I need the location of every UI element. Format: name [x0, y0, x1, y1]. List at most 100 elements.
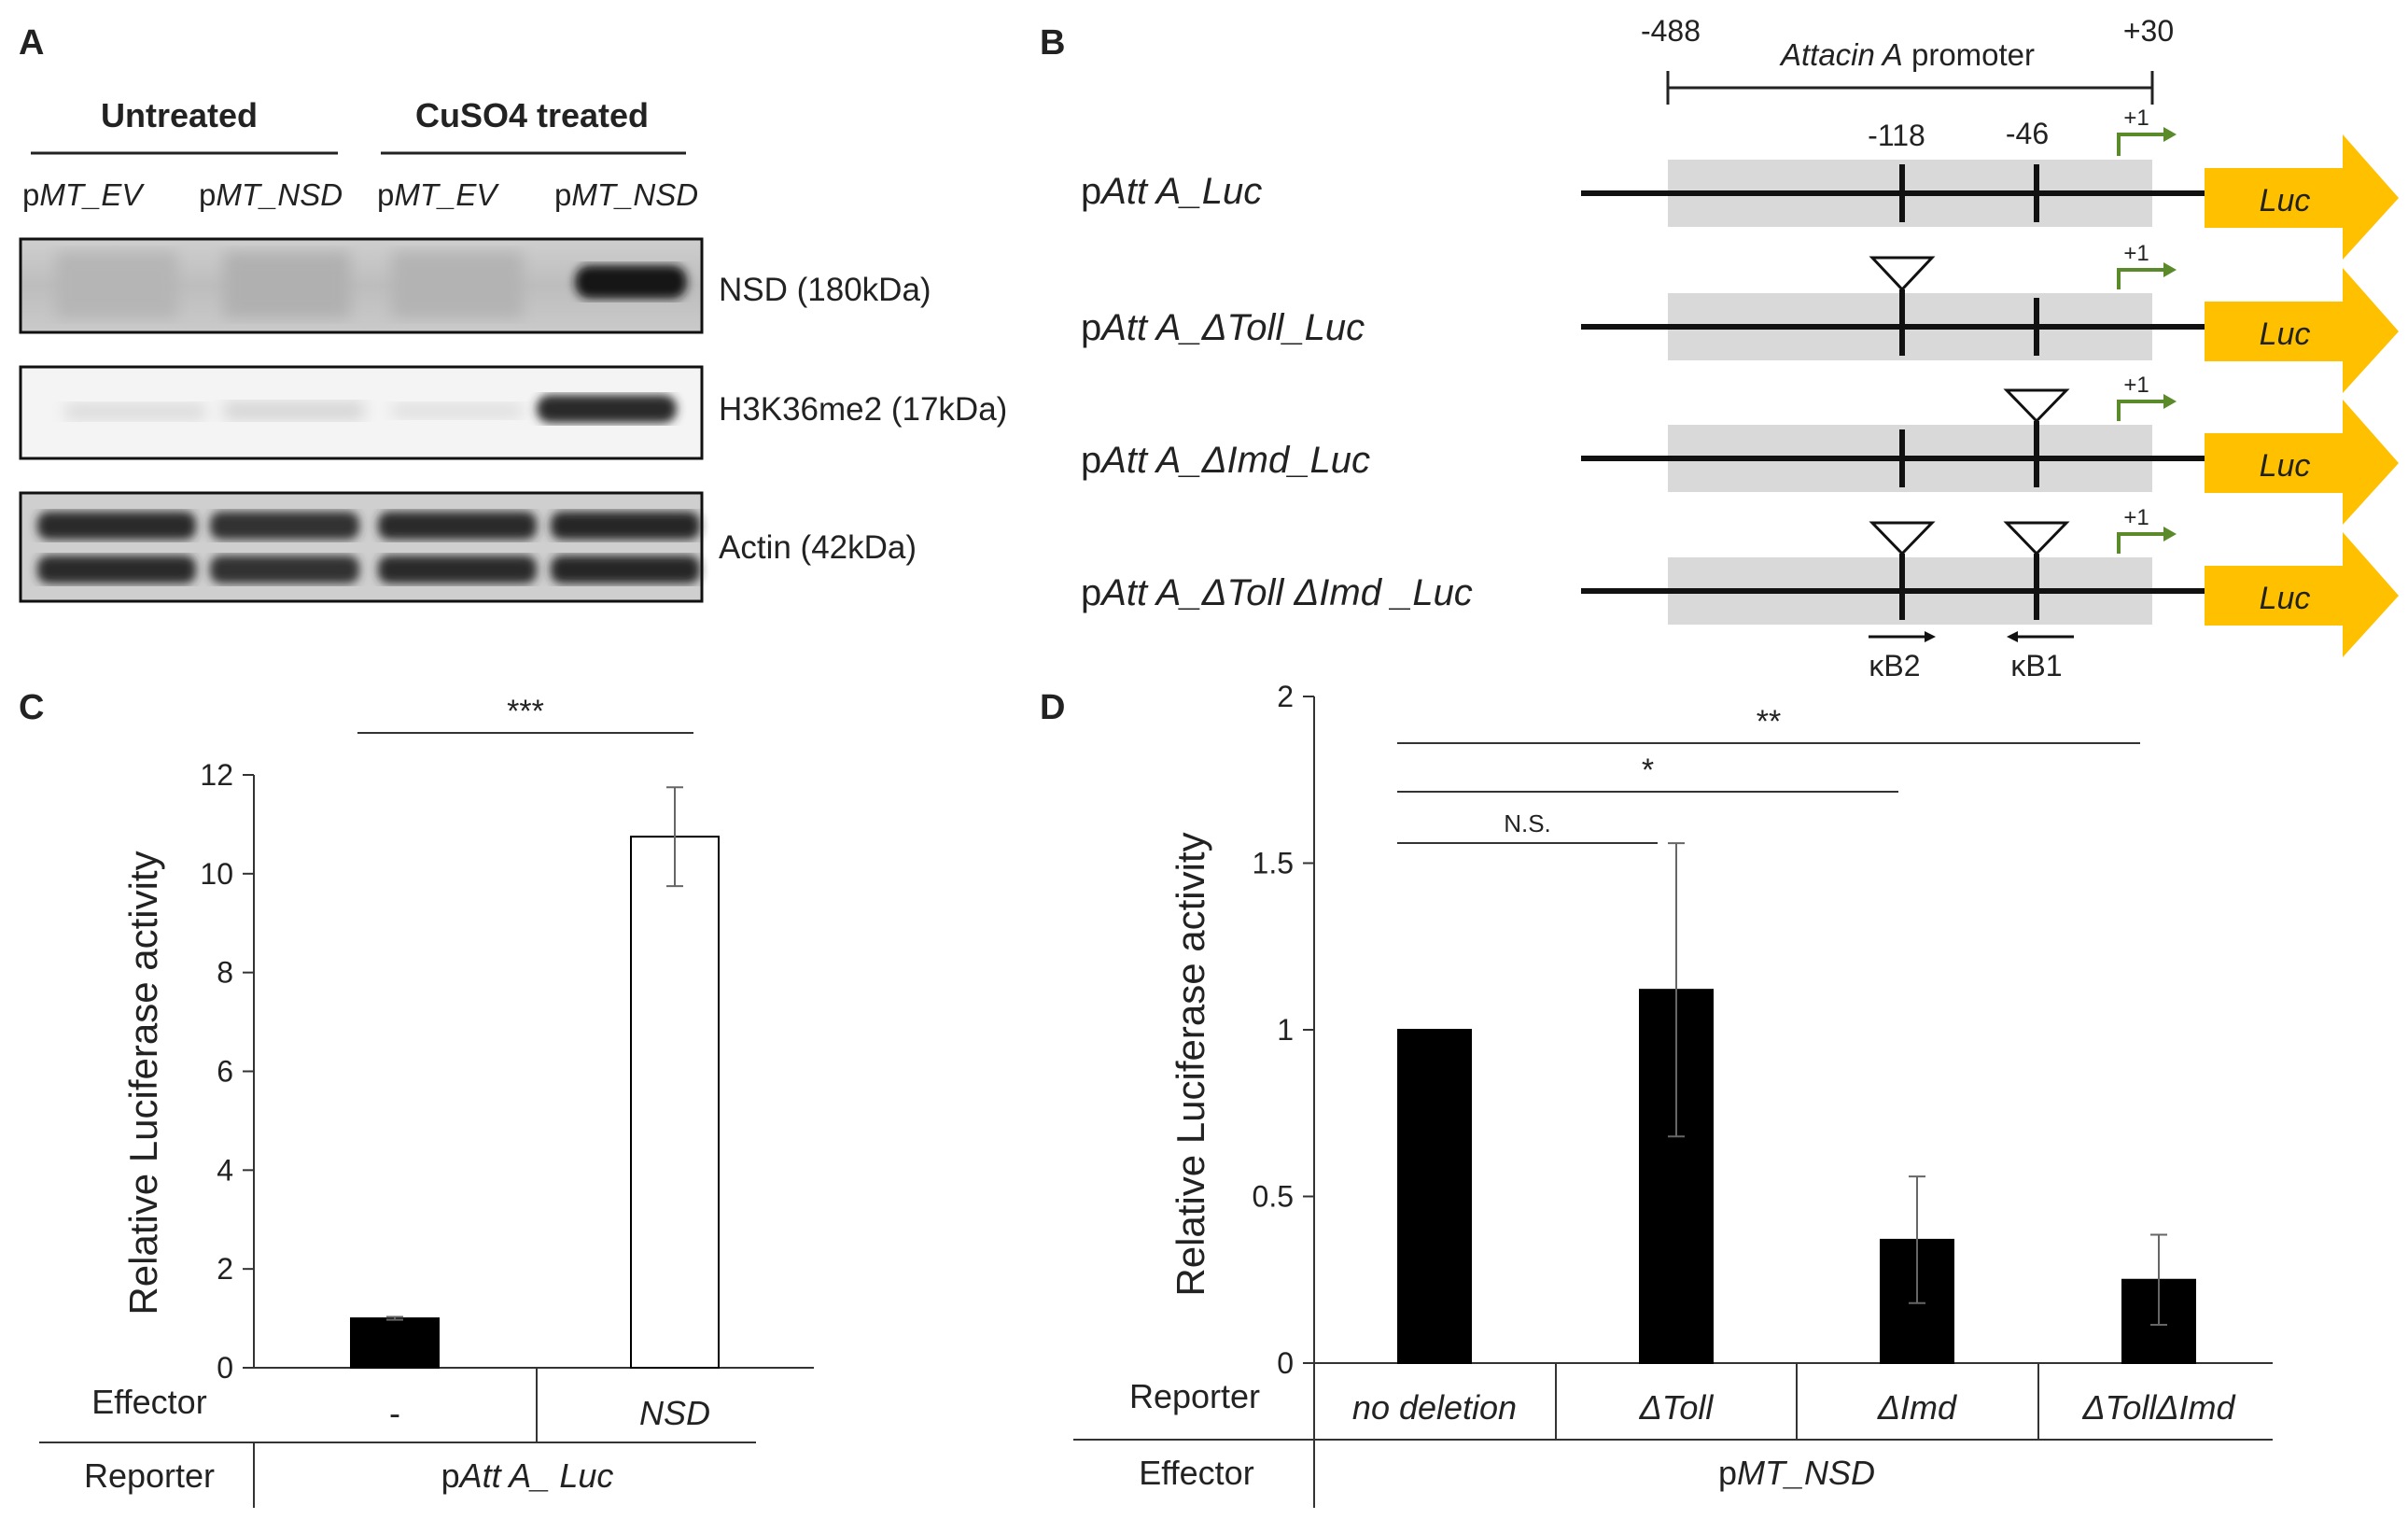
lane-label-2: pMT_NSD: [199, 177, 343, 212]
promoter-title: Attacin A promoter: [1779, 37, 2035, 72]
blot-h3k36me2: [19, 365, 704, 460]
blot-label-nsd: NSD (180kDa): [719, 272, 931, 308]
c-sig-label-0: ***: [507, 694, 544, 729]
luc-label-4: Luc: [2260, 581, 2311, 616]
d-category-label-3: ΔTollΔImd: [2081, 1388, 2235, 1427]
c-bar-0: [350, 1317, 440, 1370]
kb1-label: κB1: [2010, 649, 2062, 682]
d-sig-label-1: *: [1642, 752, 1654, 788]
panel-c-label: C: [19, 688, 44, 727]
panel-d-label: D: [1040, 688, 1065, 727]
d-bar-0: [1397, 1029, 1472, 1364]
blot-actin: [19, 491, 704, 603]
construct-rows: pAtt A_Luc pAtt A_ΔToll_Luc pAtt A_ΔImd_…: [1081, 105, 2399, 657]
c-ytick-label-4: 8: [217, 956, 233, 990]
panel-c: C Relative Luciferase activity 0 2 4 6 8 10 12…: [19, 688, 814, 1508]
construct-diagram-1: Luc +1: [1581, 105, 2399, 260]
c-category-label-0: -: [389, 1394, 400, 1432]
chart-c-y-ticks: 0 2 4 6 8 10 12: [200, 758, 254, 1385]
lane-label-1: pMT_EV: [22, 177, 145, 212]
construct-label-3: pAtt A_ΔImd_Luc: [1081, 440, 1370, 481]
blot-nsd: [19, 237, 704, 334]
d-category-label-1: ΔToll: [1639, 1388, 1715, 1427]
position-118: -118: [1868, 119, 1925, 152]
panel-b-label: B: [1040, 23, 1065, 63]
panel-b: B -488 +30 Attacin A promoter -118 -46 p…: [1040, 14, 2399, 682]
promoter-end: +30: [2123, 14, 2174, 48]
chart-d-table-lines: [1073, 1363, 2273, 1508]
luc-arrow-1: [2205, 134, 2399, 260]
construct-diagram-2: Luc +1: [1581, 241, 2399, 393]
lane-label-3: pMT_EV: [377, 177, 499, 212]
luc-label-1: Luc: [2260, 183, 2311, 218]
chart-c-table-lines: [39, 1368, 756, 1508]
position-46: -46: [2006, 117, 2049, 150]
c-ytick-label-6: 12: [200, 758, 233, 792]
chart-d-effector-value: pMT_NSD: [1718, 1454, 1875, 1492]
c-ytick-label-3: 6: [217, 1055, 233, 1089]
chart-d-significance: N.S.***: [1397, 704, 2140, 844]
chart-c-error-bars: [386, 786, 683, 1321]
kb1-arrow: [2007, 631, 2074, 642]
d-sig-label-0: N.S.: [1504, 809, 1551, 837]
tss-label-1: +1: [2123, 105, 2149, 131]
construct-label-2: pAtt A_ΔToll_Luc: [1081, 307, 1365, 348]
c-ytick-label-5: 10: [200, 857, 233, 891]
chart-d-y-ticks: 0 0.5 1 1.5 2: [1253, 680, 1314, 1380]
chart-d-reporter-label: Reporter: [1129, 1377, 1260, 1415]
chart-c-effector-label: Effector: [91, 1383, 206, 1421]
group-treated-label: CuSO4 treated: [415, 96, 649, 134]
c-ytick-label-2: 4: [217, 1153, 233, 1187]
d-ytick-label-0: 0: [1277, 1346, 1294, 1380]
panel-d: D Relative Luciferase activity 0 0.5 1 1.5 2…: [1040, 680, 2273, 1508]
blot-label-actin: Actin (42kDa): [719, 529, 917, 566]
tss-label-2: +1: [2123, 241, 2149, 266]
c-bar-1: [630, 836, 720, 1369]
d-ytick-label-4: 2: [1277, 680, 1294, 713]
deletion-triangle-toll-row4: [1869, 521, 1936, 556]
chart-c-reporter-label: Reporter: [84, 1456, 215, 1495]
luc-arrow-4: [2205, 532, 2399, 657]
promoter-span-bracket: [1666, 71, 2154, 105]
deletion-triangle-imd-row4: [2003, 521, 2070, 556]
d-sig-label-2: **: [1757, 704, 1781, 739]
chart-c-bars: [350, 836, 720, 1370]
deletion-triangle-toll-row2: [1869, 256, 1936, 292]
luc-arrow-3: [2205, 400, 2399, 525]
chart-c-category-labels: - NSD: [389, 1394, 710, 1432]
luc-label-2: Luc: [2260, 316, 2311, 352]
lane-label-4: pMT_NSD: [554, 177, 698, 212]
d-category-label-0: no deletion: [1352, 1388, 1517, 1427]
d-category-label-2: ΔImd: [1877, 1388, 1957, 1427]
chart-d-error-bars: [1668, 842, 2167, 1326]
c-ytick-label-1: 2: [217, 1252, 233, 1286]
kb2-label: κB2: [1869, 649, 1920, 682]
d-ytick-label-1: 0.5: [1253, 1180, 1294, 1214]
chart-c-y-axis-label: Relative Luciferase activity: [121, 851, 165, 1315]
c-category-label-1: NSD: [639, 1394, 710, 1432]
kb2-arrow: [1869, 631, 1936, 642]
chart-d-effector-label: Effector: [1139, 1454, 1253, 1492]
chart-d-bars: [1397, 989, 2196, 1365]
d-ytick-label-3: 1.5: [1253, 847, 1294, 880]
luc-label-3: Luc: [2260, 448, 2311, 484]
construct-label-1: pAtt A_Luc: [1081, 171, 1262, 212]
promoter-start: -488: [1641, 14, 1701, 48]
luc-arrow-2: [2205, 268, 2399, 393]
construct-label-4: pAtt A_ΔToll ΔImd _Luc: [1081, 572, 1473, 613]
construct-diagram-3: Luc +1: [1581, 373, 2399, 525]
construct-diagram-4: Luc +1: [1581, 505, 2399, 657]
group-untreated-label: Untreated: [101, 96, 258, 134]
chart-c-significance: ***: [357, 694, 693, 734]
panel-a-label: A: [19, 23, 44, 63]
chart-c-reporter-value: pAtt A_ Luc: [441, 1456, 614, 1495]
c-ytick-label-0: 0: [217, 1351, 233, 1385]
chart-d-category-labels: no deletion ΔToll ΔImd ΔTollΔImd: [1352, 1388, 2236, 1427]
tss-label-3: +1: [2123, 373, 2149, 398]
tss-label-4: +1: [2123, 505, 2149, 530]
deletion-triangle-imd-row3: [2003, 388, 2070, 424]
chart-d-y-axis-label: Relative Luciferase activity: [1169, 832, 1212, 1296]
d-ytick-label-2: 1: [1277, 1013, 1294, 1047]
panel-a: A Untreated CuSO4 treated pMT_EV pMT_NSD…: [19, 23, 1007, 603]
